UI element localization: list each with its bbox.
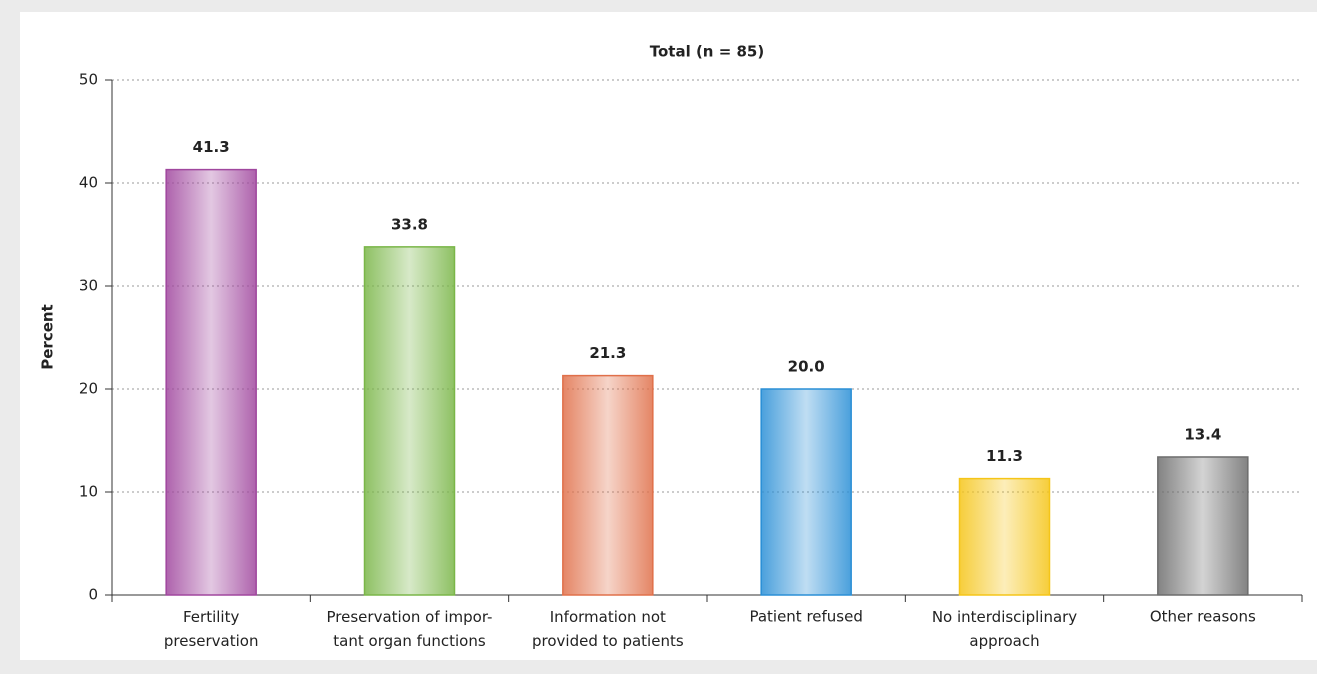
- y-tick-label: 50: [79, 71, 98, 89]
- value-label: 33.8: [391, 215, 428, 233]
- value-label: 20.0: [788, 358, 825, 376]
- y-tick-label: 30: [79, 277, 98, 295]
- value-label: 11.3: [986, 447, 1023, 465]
- bar: [760, 388, 852, 596]
- x-tick-label: Other reasons: [1150, 608, 1256, 626]
- y-tick-label: 20: [79, 380, 98, 398]
- value-label: 13.4: [1184, 425, 1221, 443]
- x-tick-label: Information not provided to patients: [532, 608, 684, 650]
- y-axis-label: Percent: [39, 304, 57, 369]
- bar: [1157, 456, 1249, 596]
- value-label: 21.3: [589, 344, 626, 362]
- x-tick-label: Fertility preservation: [164, 608, 259, 650]
- chart-title: Total (n = 85): [650, 43, 764, 61]
- bar: [165, 168, 257, 596]
- y-tick-label: 0: [88, 586, 98, 604]
- bar: [958, 477, 1051, 596]
- y-tick-label: 40: [79, 174, 98, 192]
- x-tick-label: No interdisciplinary approach: [932, 608, 1077, 650]
- x-tick-label: Patient refused: [749, 608, 862, 626]
- bar: [363, 246, 456, 596]
- bar: [562, 374, 654, 596]
- value-label: 41.3: [193, 138, 230, 156]
- y-tick-label: 10: [79, 483, 98, 501]
- x-tick-label: Preservation of impor-tant organ functio…: [327, 608, 493, 650]
